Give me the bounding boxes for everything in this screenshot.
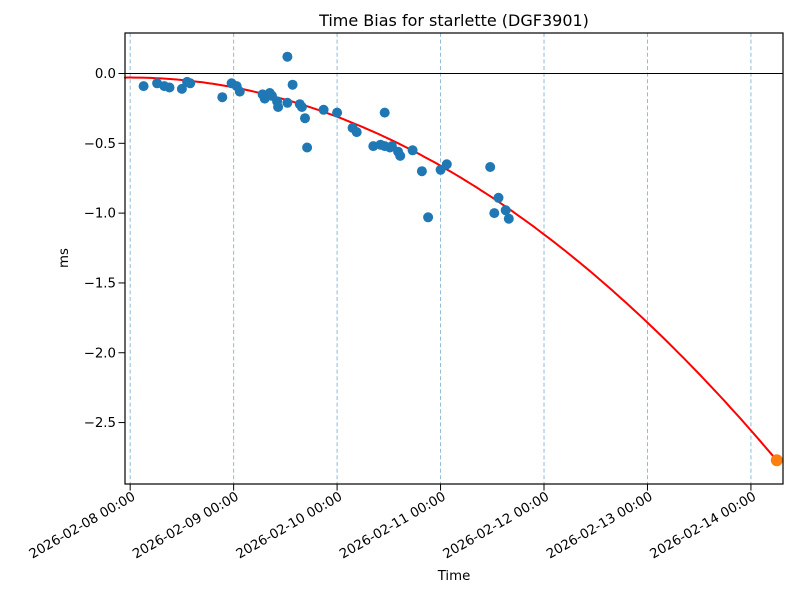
- time-bias-observations-point: [234, 86, 245, 97]
- time-bias-observations-point: [185, 78, 196, 89]
- time-bias-observations-point: [318, 104, 329, 115]
- time-bias-observations-point: [407, 145, 418, 156]
- time-bias-observations-point: [302, 142, 313, 153]
- x-tick-label: 2026-02-11 00:00: [337, 489, 448, 562]
- time-bias-observations-point: [379, 107, 390, 118]
- time-bias-observations-point: [493, 192, 504, 203]
- time-bias-observations-point: [351, 127, 362, 138]
- time-bias-observations-point: [282, 97, 293, 108]
- time-bias-observations-point: [176, 83, 187, 94]
- y-tick-label: −1.0: [84, 207, 116, 222]
- time-bias-observations-point: [138, 81, 149, 92]
- time-bias-observations-point: [164, 82, 175, 93]
- x-tick-label: 2026-02-12 00:00: [441, 489, 552, 562]
- scatter-series-layer: [138, 51, 514, 224]
- time-bias-observations-point: [296, 102, 307, 112]
- tick-marks: [118, 72, 752, 491]
- time-bias-observations-point: [217, 92, 228, 103]
- time-bias-observations-point: [273, 102, 284, 112]
- time-bias-observations-point: [503, 213, 514, 224]
- chart-title: Time Bias for starlette (DGF3901): [318, 11, 589, 30]
- time-bias-observations-point: [300, 113, 310, 124]
- x-axis-label: Time: [437, 569, 471, 584]
- time-bias-observations-point: [485, 162, 496, 172]
- y-tick-label: −0.5: [84, 137, 116, 152]
- y-tick-label: −2.0: [84, 346, 116, 361]
- y-axis-label: ms: [57, 248, 72, 268]
- time-bias-observations-point: [423, 212, 434, 223]
- time-bias-observations-point: [441, 159, 452, 170]
- x-tick-label: 2026-02-13 00:00: [544, 489, 655, 562]
- x-tick-label: 2026-02-10 00:00: [234, 489, 345, 562]
- x-tick-label: 2026-02-09 00:00: [130, 489, 241, 562]
- prediction-point-layer: [770, 454, 783, 467]
- time-bias-observations-point: [332, 107, 343, 118]
- y-tick-labels: 0.0 −0.5 −1.0 −1.5 −2.0 −2.5: [84, 67, 116, 431]
- time-bias-observations-point: [500, 205, 511, 216]
- y-tick-label: −2.5: [84, 416, 116, 431]
- time-bias-observations-point: [489, 208, 500, 219]
- time-bias-observations-point: [416, 166, 427, 177]
- time-bias-observations-point: [395, 150, 406, 161]
- plot-border: [124, 32, 784, 485]
- x-tick-label: 2026-02-08 00:00: [27, 489, 138, 562]
- x-gridlines: [129, 33, 752, 484]
- y-tick-label: −1.5: [84, 277, 116, 292]
- x-tick-label: 2026-02-14 00:00: [648, 489, 759, 562]
- quadratic-fit-curve: [124, 76, 778, 462]
- y-tick-label: 0.0: [95, 67, 116, 82]
- time-bias-observations-point: [282, 51, 293, 62]
- fit-line-layer: [124, 76, 778, 462]
- time-bias-observations-point: [287, 79, 298, 90]
- predicted-bias-point: [770, 454, 783, 467]
